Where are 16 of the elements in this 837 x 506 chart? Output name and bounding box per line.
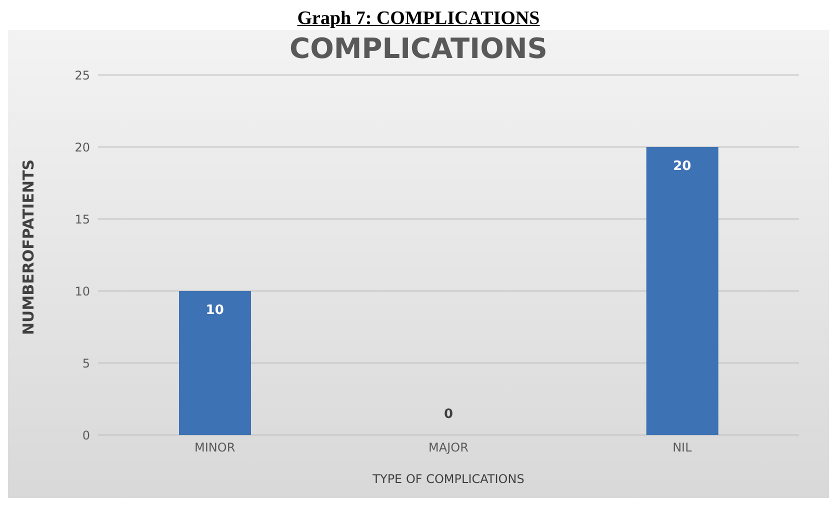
x-tick-label: MAJOR bbox=[428, 440, 468, 455]
chart-subtitle: COMPLICATIONS bbox=[288, 32, 548, 65]
y-tick-label: 25 bbox=[74, 68, 90, 82]
data-label: 20 bbox=[673, 159, 692, 174]
x-tick-label: MINOR bbox=[194, 440, 236, 455]
x-tick-label: NIL bbox=[672, 440, 692, 455]
y-tick-label: 20 bbox=[74, 140, 90, 154]
y-tick-label: 5 bbox=[82, 356, 90, 370]
y-tick-label: 15 bbox=[74, 212, 90, 226]
y-tick-label: 10 bbox=[74, 284, 90, 298]
x-axis-title: TYPE OF COMPLICATIONS bbox=[372, 472, 524, 486]
chart-title: Graph 7: COMPLICATIONS bbox=[8, 8, 829, 30]
y-tick-label: 0 bbox=[82, 428, 90, 442]
y-axis-title: NUMBEROFPATIENTS bbox=[19, 159, 38, 335]
data-label: 0 bbox=[444, 407, 454, 422]
data-label: 10 bbox=[206, 303, 224, 318]
